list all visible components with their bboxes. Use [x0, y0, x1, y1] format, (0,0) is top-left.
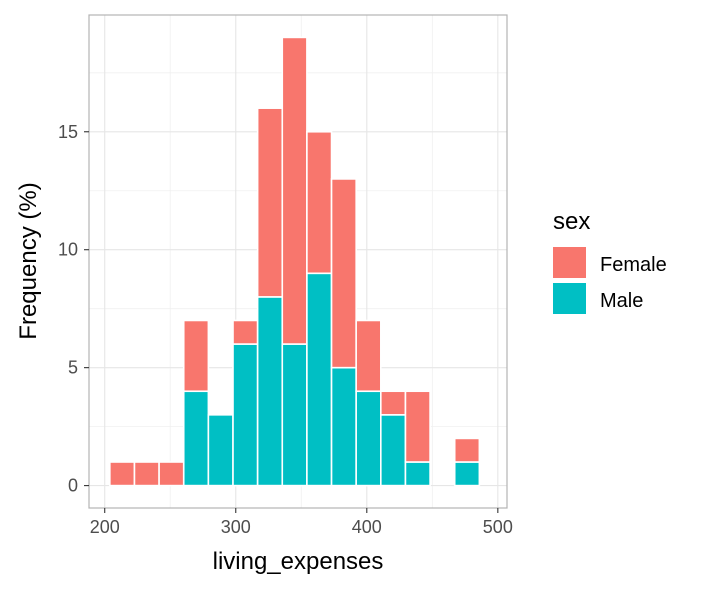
bar-male-3: [182, 390, 210, 487]
bar-male-8: [306, 272, 333, 487]
bar-female-7: [281, 36, 308, 345]
y-tick-label: 10: [58, 240, 78, 260]
legend: sex Female Male: [553, 208, 667, 314]
legend-title: sex: [553, 208, 590, 235]
legend-label-male: Male: [600, 290, 643, 312]
bar-male-10: [355, 390, 382, 487]
bar-female-0: [109, 461, 136, 487]
bar-female-12: [404, 390, 431, 463]
x-tick-label: 500: [483, 517, 513, 537]
bar-female-8: [306, 130, 333, 275]
bar-female-11: [380, 390, 407, 416]
bar-female-2: [158, 461, 185, 487]
legend-key-male: [553, 283, 586, 314]
bar-male-5: [232, 343, 259, 487]
bar-male-11: [380, 414, 407, 487]
bar-female-1: [133, 461, 160, 487]
bar-male-6: [256, 296, 284, 487]
x-tick-label: 200: [90, 517, 120, 537]
y-tick-label: 5: [68, 358, 78, 378]
bar-female-3: [182, 319, 210, 393]
x-tick-label: 300: [221, 517, 251, 537]
bar-male-12: [404, 461, 431, 487]
x-axis-title: living_expenses: [213, 548, 384, 575]
bar-female-5: [232, 319, 259, 345]
legend-key-female: [553, 247, 586, 278]
bar-male-9: [330, 366, 357, 487]
bar-female-6: [256, 107, 284, 298]
bar-female-14: [453, 437, 481, 463]
y-tick-label: 15: [58, 122, 78, 142]
y-tick-label: 0: [68, 476, 78, 496]
bars: [109, 36, 481, 487]
y-axis-ticks: 0 5 10 15: [58, 122, 89, 496]
y-axis-title: Frequency (%): [15, 182, 42, 339]
plot-panel-border: [88, 14, 508, 509]
bar-male-4: [207, 414, 234, 487]
bar-male-7: [281, 343, 308, 487]
bar-female-10: [355, 319, 382, 393]
bar-male-14: [453, 461, 481, 487]
x-axis-ticks: 200 300 400 500: [90, 508, 513, 537]
x-tick-label: 400: [352, 517, 382, 537]
bar-female-9: [330, 178, 357, 369]
legend-label-female: Female: [600, 254, 667, 276]
